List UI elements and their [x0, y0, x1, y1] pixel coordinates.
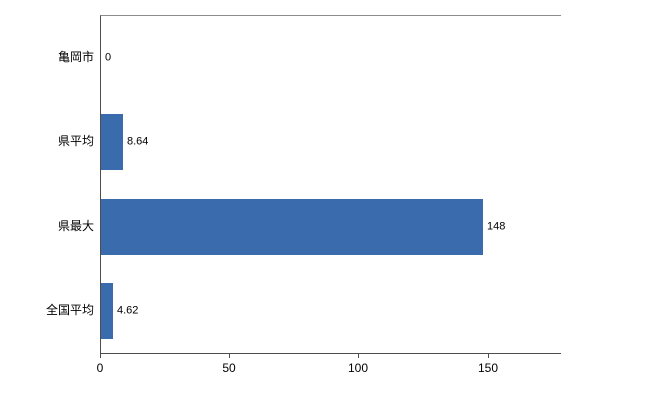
x-axis-tick-label-2: 100 [347, 361, 369, 375]
category-label-0: 亀岡市 [57, 50, 94, 64]
category-label-2: 県最大 [57, 219, 94, 233]
value-label-3: 4.62 [117, 304, 139, 317]
x-axis-tick-2 [358, 353, 359, 358]
bar-1 [101, 114, 123, 170]
bar-2 [101, 199, 483, 255]
plot-area: 0 8.64 148 4.62 [100, 15, 561, 354]
value-label-2: 148 [487, 220, 506, 233]
bar-3 [101, 283, 113, 339]
x-axis-tick-0 [100, 353, 101, 358]
x-axis-tick-label-1: 50 [222, 361, 236, 375]
x-axis-tick-label-3: 150 [477, 361, 499, 375]
category-label-3: 全国平均 [45, 303, 94, 317]
x-axis-tick-3 [488, 353, 489, 358]
value-label-1: 8.64 [127, 135, 149, 148]
x-axis-tick-1 [229, 353, 230, 358]
value-label-0: 0 [105, 51, 112, 64]
x-axis-tick-label-0: 0 [96, 361, 104, 375]
category-label-1: 県平均 [57, 134, 94, 148]
